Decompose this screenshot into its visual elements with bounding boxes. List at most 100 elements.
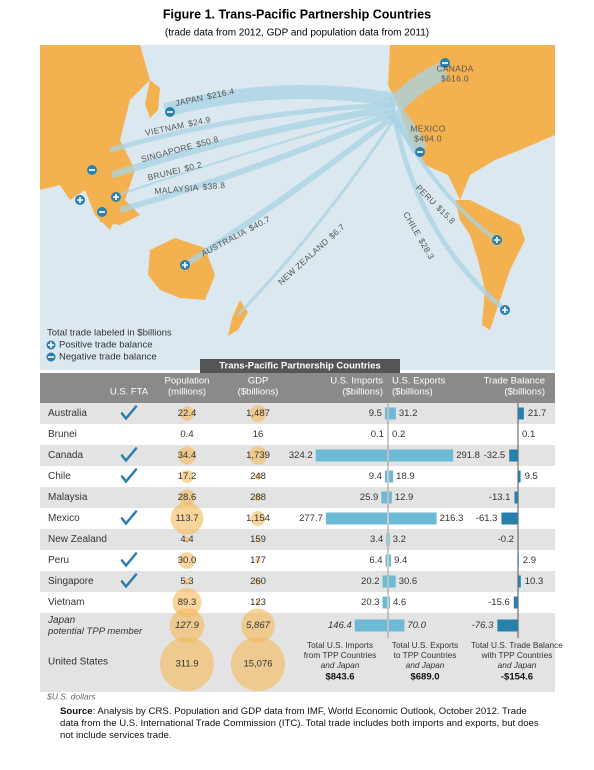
balance-value: -0.2 [498,534,514,545]
gdp: 260 [250,576,266,587]
column-header-band [40,373,555,403]
balance-value: -32.5 [484,450,506,461]
total-label: with TPP Countries [481,650,553,660]
gdp-circle [255,536,261,543]
negative-marker [87,165,97,175]
legend-title: Total trade labeled in $billions [47,328,172,339]
column-header: Population [165,376,210,387]
map-label-name: MEXICO [410,123,445,133]
balance-value: -76.3 [472,620,494,631]
gdp-circle [254,473,262,480]
population-circle [180,470,194,483]
flow [236,117,397,317]
balance-bar [518,470,521,483]
imports-value: 20.3 [361,597,380,608]
gdp-circle [254,493,262,502]
row-bg [40,638,555,692]
population-circle [178,489,196,506]
flow [388,61,449,112]
population-circle [160,637,214,691]
country: United States [48,657,108,668]
population-circle [172,588,202,617]
positive-marker [492,235,502,245]
balance-value: -15.6 [488,597,510,608]
exports-bar [389,575,396,588]
population: 311.9 [175,659,198,670]
row-bg [40,424,555,445]
column-header-unit: ($billions) [238,387,279,398]
flow [119,109,397,213]
gdp-circle [231,637,285,691]
row-bg [40,529,555,550]
exports-value: 31.2 [399,408,418,419]
column-header: Trade Balance [484,376,545,387]
column-header-unit: (millions) [168,387,206,398]
population: 127.9 [175,620,199,631]
country: Japan [47,615,76,626]
population-circle [183,536,191,543]
exports-value: 9.4 [394,555,407,566]
exports-bar [389,407,396,420]
population: 89.3 [178,597,197,608]
balance-bar [497,619,518,632]
gdp: 15,076 [243,659,272,670]
imports-value: 6.4 [369,555,382,566]
imports-value: 146.4 [328,620,352,631]
fta-check [120,552,138,568]
positive-marker [75,195,85,205]
population: 0.4 [180,429,193,440]
unit-note: $U.S. dollars [46,691,96,700]
balance-bar [518,554,519,567]
source-label: Source [60,706,93,717]
imports-value: 277.7 [299,513,323,524]
column-header: U.S. Exports [392,376,446,387]
imports-bar [382,596,387,609]
negative-marker [440,58,450,68]
population-circle [178,446,196,465]
map-label-value: $0.2 [183,160,203,174]
gdp: 123 [250,597,266,608]
population-circle [179,406,195,421]
row-bg [40,613,555,638]
exports-bar [389,470,394,483]
exports-bar [389,491,392,504]
exports-bar [389,619,405,632]
exports-bar [389,449,454,462]
map: Total trade labeled in $billions Positiv… [40,45,555,370]
total-note: and Japan [406,660,445,670]
flow [388,106,428,154]
population-circle [178,552,196,569]
imports-bar [384,407,387,420]
infographic: Figure 1. Trans-Pacific Partnership Coun… [40,7,563,700]
imports-bar [382,575,387,588]
negative-marker [97,207,107,217]
map-label-name: MALAYSIA [154,183,199,197]
exports-value: 70.0 [407,620,426,631]
column-header: GDP [248,376,269,387]
gdp-circle [255,557,261,564]
column-header: U.S. Imports [330,376,383,387]
imports-bar [354,619,387,632]
gdp: 1,739 [246,450,270,461]
imports-bar [315,449,387,462]
source-note: Source: Analysis by CRS. Population and … [60,706,542,742]
exports-value: 30.6 [399,576,418,587]
total-note: and Japan [321,660,360,670]
total-label: from TPP Countries [304,650,377,660]
column-header-unit: ($billions) [392,387,433,398]
country: Brunei [48,429,77,440]
imports-bar [381,491,387,504]
gdp: 16 [253,429,264,440]
gdp: 177 [250,555,266,566]
balance-value: 21.7 [528,408,547,419]
balance-bar [513,596,518,609]
gdp: 159 [250,534,266,545]
imports-value: 0.1 [371,429,384,440]
japan-land [145,80,160,118]
legend-positive-icon [46,340,56,350]
total-note: and Japan [498,660,537,670]
balance-bar [514,491,518,504]
total-label: to TPP Countries [394,650,457,660]
flow [117,109,396,196]
trade-flows [109,61,507,317]
